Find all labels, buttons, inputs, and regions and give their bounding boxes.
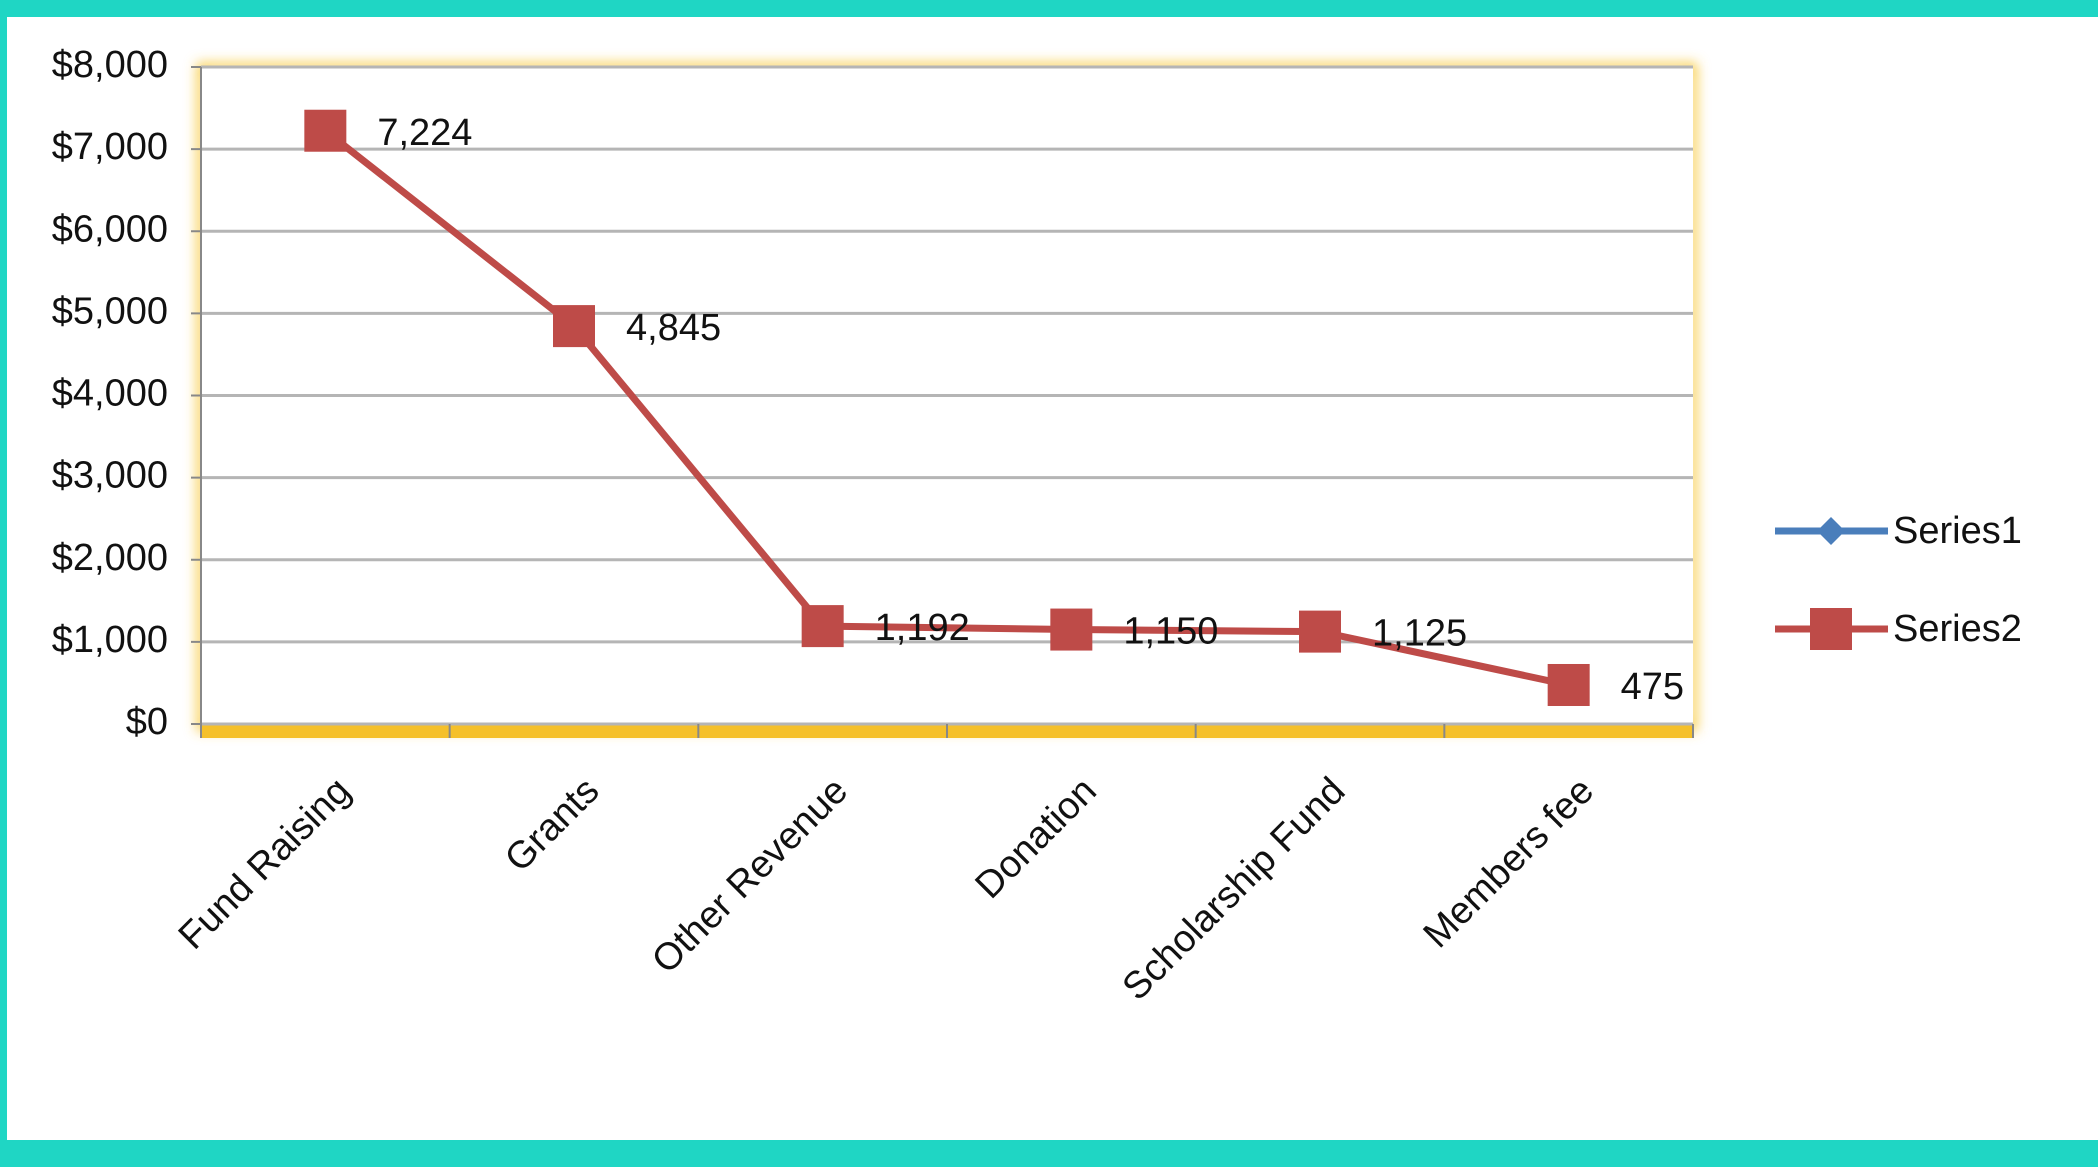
legend-marker bbox=[1817, 517, 1845, 545]
point-marker bbox=[1299, 610, 1341, 653]
y-tick-label: $4,000 bbox=[52, 373, 168, 415]
y-tick-label: $0 bbox=[126, 701, 168, 743]
point-marker bbox=[801, 605, 844, 648]
series-line bbox=[323, 127, 1570, 689]
y-tick-label: $5,000 bbox=[52, 290, 168, 332]
y-tick-label: $2,000 bbox=[52, 537, 168, 579]
data-label: 1,192 bbox=[875, 607, 970, 649]
legend-marker bbox=[1810, 608, 1852, 650]
y-tick-label: $8,000 bbox=[52, 44, 168, 86]
data-label: 4,845 bbox=[626, 307, 721, 349]
point-marker bbox=[553, 305, 595, 348]
y-tick-label: $7,000 bbox=[52, 126, 168, 168]
point-marker bbox=[304, 109, 347, 152]
legend-label: Series1 bbox=[1893, 510, 2022, 552]
legend-label: Series2 bbox=[1893, 608, 2022, 650]
data-label: 7,224 bbox=[377, 112, 472, 154]
data-label: 1,125 bbox=[1372, 613, 1467, 655]
y-tick-label: $1,000 bbox=[52, 619, 168, 661]
point-marker bbox=[1547, 663, 1590, 706]
y-tick-label: $6,000 bbox=[52, 208, 168, 250]
y-tick-label: $3,000 bbox=[52, 455, 168, 497]
data-label: 475 bbox=[1621, 666, 1684, 708]
data-label: 1,150 bbox=[1123, 611, 1218, 653]
point-marker bbox=[1050, 608, 1093, 651]
